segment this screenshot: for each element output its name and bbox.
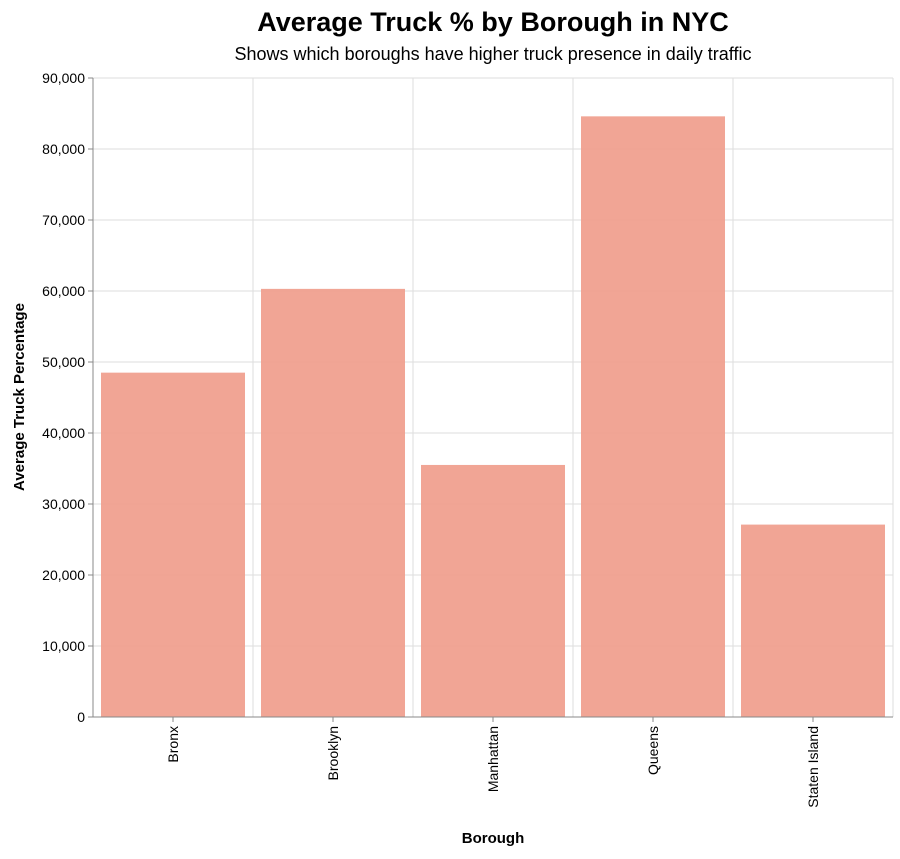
bar-queens[interactable]: [581, 116, 725, 718]
y-tick-label: 10,000: [42, 638, 85, 654]
bar-staten-island[interactable]: [741, 524, 885, 717]
y-tick-label: 70,000: [42, 212, 85, 228]
x-tick-label: Brooklyn: [325, 726, 341, 780]
y-tick-label: 40,000: [42, 425, 85, 441]
y-tick-label: 50,000: [42, 354, 85, 370]
chart-title: Average Truck % by Borough in NYC: [257, 7, 729, 37]
y-axis-label: Average Truck Percentage: [11, 303, 28, 491]
y-tick-label: 0: [77, 709, 85, 725]
axes-layer: 0 10,000 20,000 30,000 40,000 50,000 60,000 70,…: [42, 70, 893, 808]
bar-manhattan[interactable]: [421, 464, 565, 717]
x-tick-label: Manhattan: [485, 726, 501, 792]
x-tick-label: Queens: [645, 726, 661, 775]
chart-subtitle: Shows which boroughs have higher truck p…: [235, 44, 752, 64]
y-tick-label: 60,000: [42, 283, 85, 299]
x-tick-label: Bronx: [165, 726, 181, 763]
y-tick-label: 20,000: [42, 567, 85, 583]
bars-layer: [101, 116, 885, 718]
y-tick-label: 90,000: [42, 70, 85, 86]
bar-brooklyn[interactable]: [261, 288, 405, 717]
bar-bronx[interactable]: [101, 372, 245, 717]
x-tick-label: Staten Island: [805, 726, 821, 808]
y-tick-label: 30,000: [42, 496, 85, 512]
y-tick-label: 80,000: [42, 141, 85, 157]
x-axis-label: Borough: [462, 830, 524, 847]
